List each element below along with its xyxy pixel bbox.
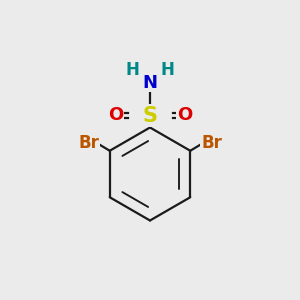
Text: O: O <box>108 106 123 124</box>
Text: H: H <box>126 61 140 79</box>
Text: Br: Br <box>78 134 99 152</box>
Text: N: N <box>142 74 158 92</box>
Text: Br: Br <box>201 134 222 152</box>
Text: H: H <box>160 61 174 79</box>
Text: S: S <box>142 106 158 125</box>
Text: O: O <box>177 106 192 124</box>
